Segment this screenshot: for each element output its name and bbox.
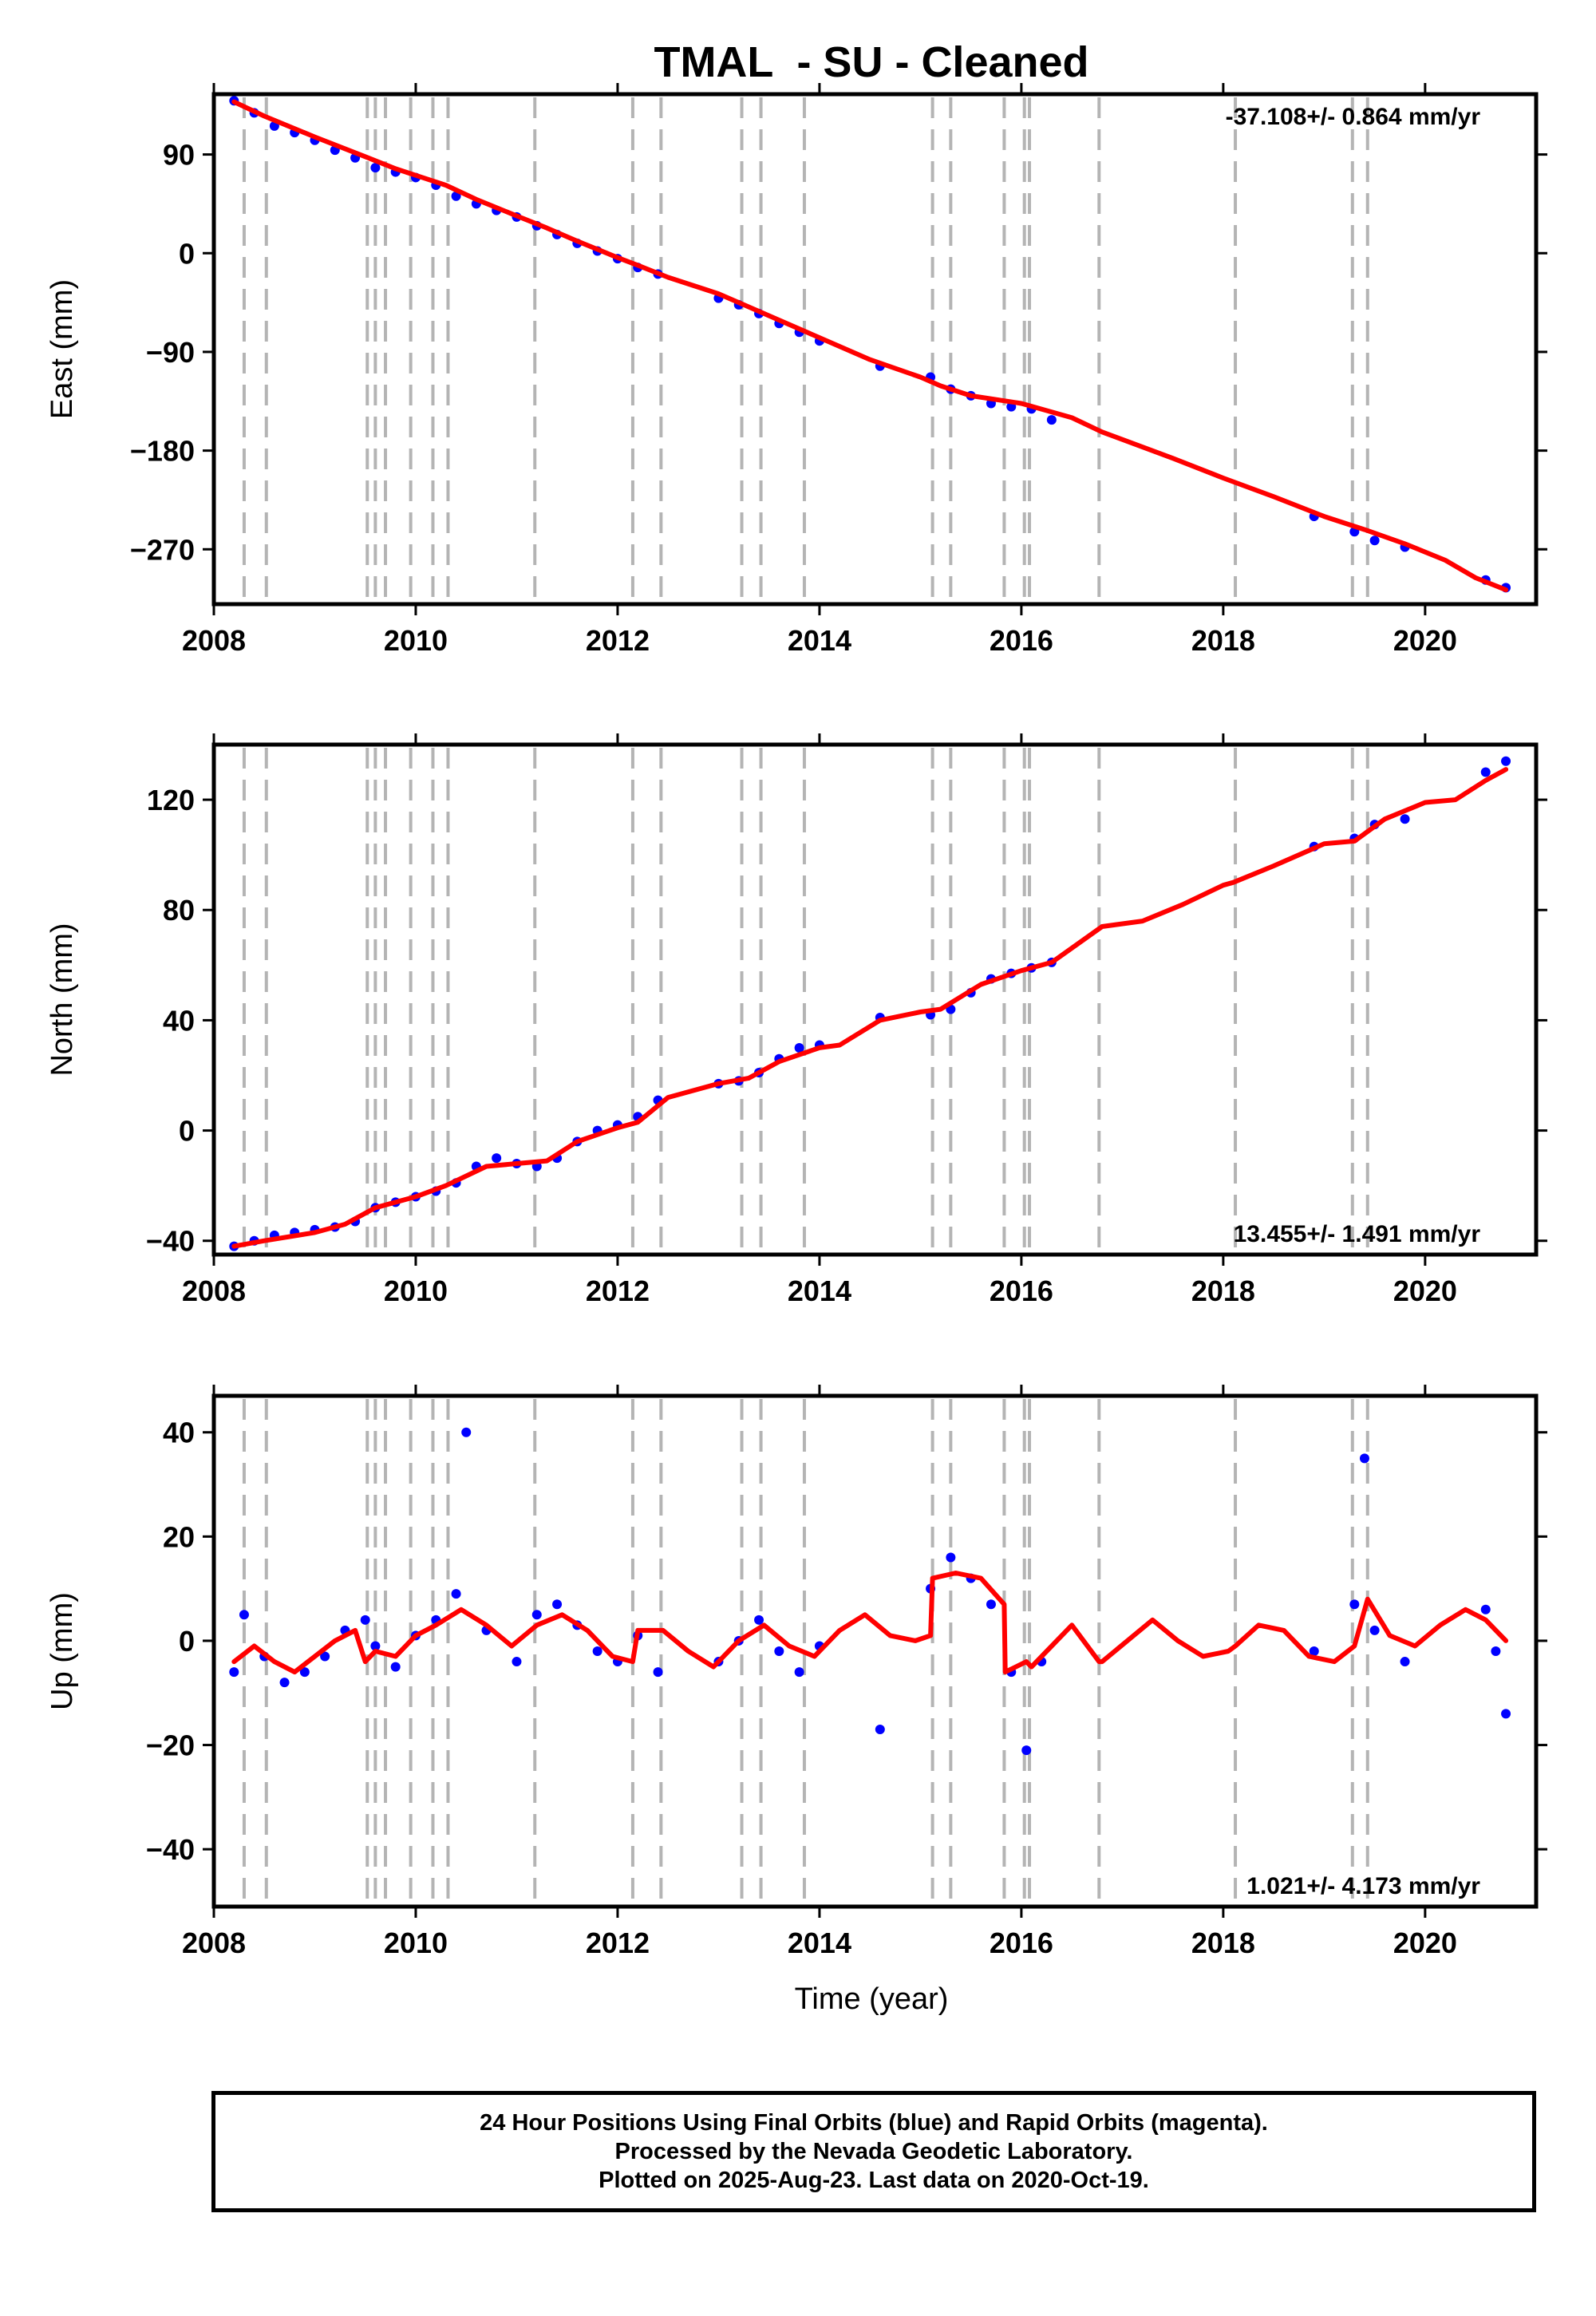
up-x-tick-label: 2020 bbox=[1393, 1927, 1457, 1959]
up-x-tick-label: 2018 bbox=[1191, 1927, 1255, 1959]
east-data-point bbox=[370, 163, 381, 173]
east-y-tick-label: 90 bbox=[163, 139, 195, 172]
east-x-tick-label: 2012 bbox=[586, 624, 650, 657]
up-data-point bbox=[1501, 1709, 1511, 1719]
north-data-point bbox=[1501, 756, 1511, 766]
up-x-tick-label: 2012 bbox=[586, 1927, 650, 1959]
up-y-tick-label: 0 bbox=[179, 1625, 195, 1658]
east-data-point bbox=[451, 191, 461, 201]
east-y-tick-label: −180 bbox=[130, 435, 195, 468]
up-y-tick-label: −40 bbox=[146, 1833, 195, 1866]
east-rate-label: -37.108+/- 0.864 mm/yr bbox=[1226, 104, 1481, 130]
east-x-tick-label: 2018 bbox=[1191, 624, 1255, 657]
up-plot-frame bbox=[211, 1393, 1539, 1909]
up-data-point bbox=[370, 1641, 381, 1651]
east-y-tick-label: −270 bbox=[130, 533, 195, 566]
east-model-line bbox=[231, 99, 1509, 593]
up-data-point bbox=[754, 1614, 764, 1625]
up-data-point bbox=[552, 1599, 563, 1610]
east-x-tick-label: 2010 bbox=[384, 624, 448, 657]
caption-line-1: 24 Hour Positions Using Final Orbits (bl… bbox=[480, 2110, 1268, 2136]
up-x-tick-label: 2008 bbox=[182, 1927, 246, 1959]
up-x-tick-label: 2014 bbox=[788, 1927, 851, 1959]
north-model-line bbox=[231, 767, 1509, 1249]
figure-title: TMAL - SU - Cleaned bbox=[654, 38, 1088, 86]
north-y-axis-label: North (mm) bbox=[45, 923, 79, 1076]
north-data-point bbox=[794, 1042, 804, 1053]
east-x-tick-label: 2020 bbox=[1393, 624, 1457, 657]
east-x-tick-label: 2014 bbox=[788, 624, 851, 657]
up-data-point bbox=[390, 1662, 401, 1672]
north-data-point bbox=[1480, 767, 1491, 777]
north-plot-frame bbox=[211, 742, 1539, 1257]
east-y-axis-label: East (mm) bbox=[45, 279, 79, 419]
up-data-point bbox=[875, 1724, 885, 1734]
up-data-point bbox=[774, 1646, 784, 1656]
up-data-point bbox=[299, 1667, 310, 1678]
up-data-point bbox=[320, 1651, 330, 1662]
up-data-point bbox=[946, 1552, 956, 1563]
north-x-tick-label: 2010 bbox=[384, 1275, 448, 1307]
north-x-tick-label: 2012 bbox=[586, 1275, 650, 1307]
north-x-tick-label: 2008 bbox=[182, 1275, 246, 1307]
up-y-tick-label: −20 bbox=[146, 1729, 195, 1762]
up-data-point bbox=[592, 1646, 602, 1656]
north-x-tick-label: 2014 bbox=[788, 1275, 851, 1307]
up-rate-label: 1.021+/- 4.173 mm/yr bbox=[1246, 1873, 1480, 1899]
up-panel: 2008 2010 2012 2014 2016 2018 2020 40 20 0 −20 −40 U… bbox=[45, 1385, 1547, 1959]
east-data-point bbox=[1046, 415, 1057, 425]
north-rate-label: 13.455+/- 1.491 mm/yr bbox=[1234, 1221, 1481, 1247]
north-x-tick-label: 2016 bbox=[990, 1275, 1053, 1307]
up-data-point bbox=[1369, 1625, 1380, 1635]
up-data-point bbox=[794, 1667, 804, 1678]
up-data-point bbox=[239, 1610, 249, 1620]
up-model-line bbox=[231, 1571, 1509, 1675]
caption-box: 24 Hour Positions Using Final Orbits (bl… bbox=[211, 2091, 1536, 2212]
north-panel: 2008 2010 2012 2014 2016 2018 2020 120 80 40 0 −40 N… bbox=[45, 733, 1547, 1307]
up-data-point bbox=[360, 1614, 370, 1625]
north-y-tick-label: 0 bbox=[179, 1115, 195, 1148]
up-data-point bbox=[653, 1667, 663, 1678]
up-y-axis-label: Up (mm) bbox=[45, 1592, 79, 1710]
east-y-tick-label: 0 bbox=[179, 237, 195, 270]
east-x-tick-label: 2016 bbox=[990, 624, 1053, 657]
up-data-point bbox=[1491, 1646, 1501, 1656]
up-data-point bbox=[461, 1427, 472, 1437]
up-data-point bbox=[1359, 1453, 1369, 1464]
up-data-point bbox=[1021, 1745, 1032, 1756]
north-data-point bbox=[492, 1153, 502, 1164]
east-panel: 2008 2010 2012 2014 2016 2018 2020 90 0 −90 −180 −2… bbox=[45, 83, 1547, 657]
north-y-tick-label: −40 bbox=[146, 1225, 195, 1258]
up-x-tick-label: 2016 bbox=[990, 1927, 1053, 1959]
north-x-tick-label: 2018 bbox=[1191, 1275, 1255, 1307]
north-data-point bbox=[1400, 814, 1410, 824]
up-data-point bbox=[229, 1667, 239, 1678]
up-y-tick-label: 40 bbox=[163, 1417, 195, 1449]
up-data-point bbox=[451, 1589, 461, 1599]
east-data-point bbox=[1369, 536, 1380, 546]
up-data-point bbox=[531, 1610, 542, 1620]
up-data-point bbox=[512, 1657, 522, 1667]
north-x-tick-label: 2020 bbox=[1393, 1275, 1457, 1307]
north-y-tick-label: 80 bbox=[163, 894, 195, 927]
east-y-tick-label: −90 bbox=[146, 336, 195, 369]
north-y-tick-label: 40 bbox=[163, 1004, 195, 1037]
caption-line-2: Processed by the Nevada Geodetic Laborat… bbox=[614, 2139, 1133, 2164]
east-plot-frame bbox=[211, 92, 1539, 607]
up-x-tick-label: 2010 bbox=[384, 1927, 448, 1959]
north-y-tick-label: 120 bbox=[147, 784, 195, 816]
caption-line-3: Plotted on 2025-Aug-23. Last data on 202… bbox=[598, 2168, 1149, 2193]
up-y-tick-label: 20 bbox=[163, 1520, 195, 1553]
up-data-point bbox=[1400, 1657, 1410, 1667]
up-data-point bbox=[1480, 1604, 1491, 1614]
up-data-point bbox=[279, 1678, 290, 1688]
up-data-point bbox=[1349, 1599, 1360, 1610]
up-data-point bbox=[986, 1599, 996, 1610]
east-x-tick-label: 2008 bbox=[182, 624, 246, 657]
x-axis-title: Time (year) bbox=[795, 1982, 949, 2016]
up-data-point bbox=[1309, 1646, 1319, 1656]
